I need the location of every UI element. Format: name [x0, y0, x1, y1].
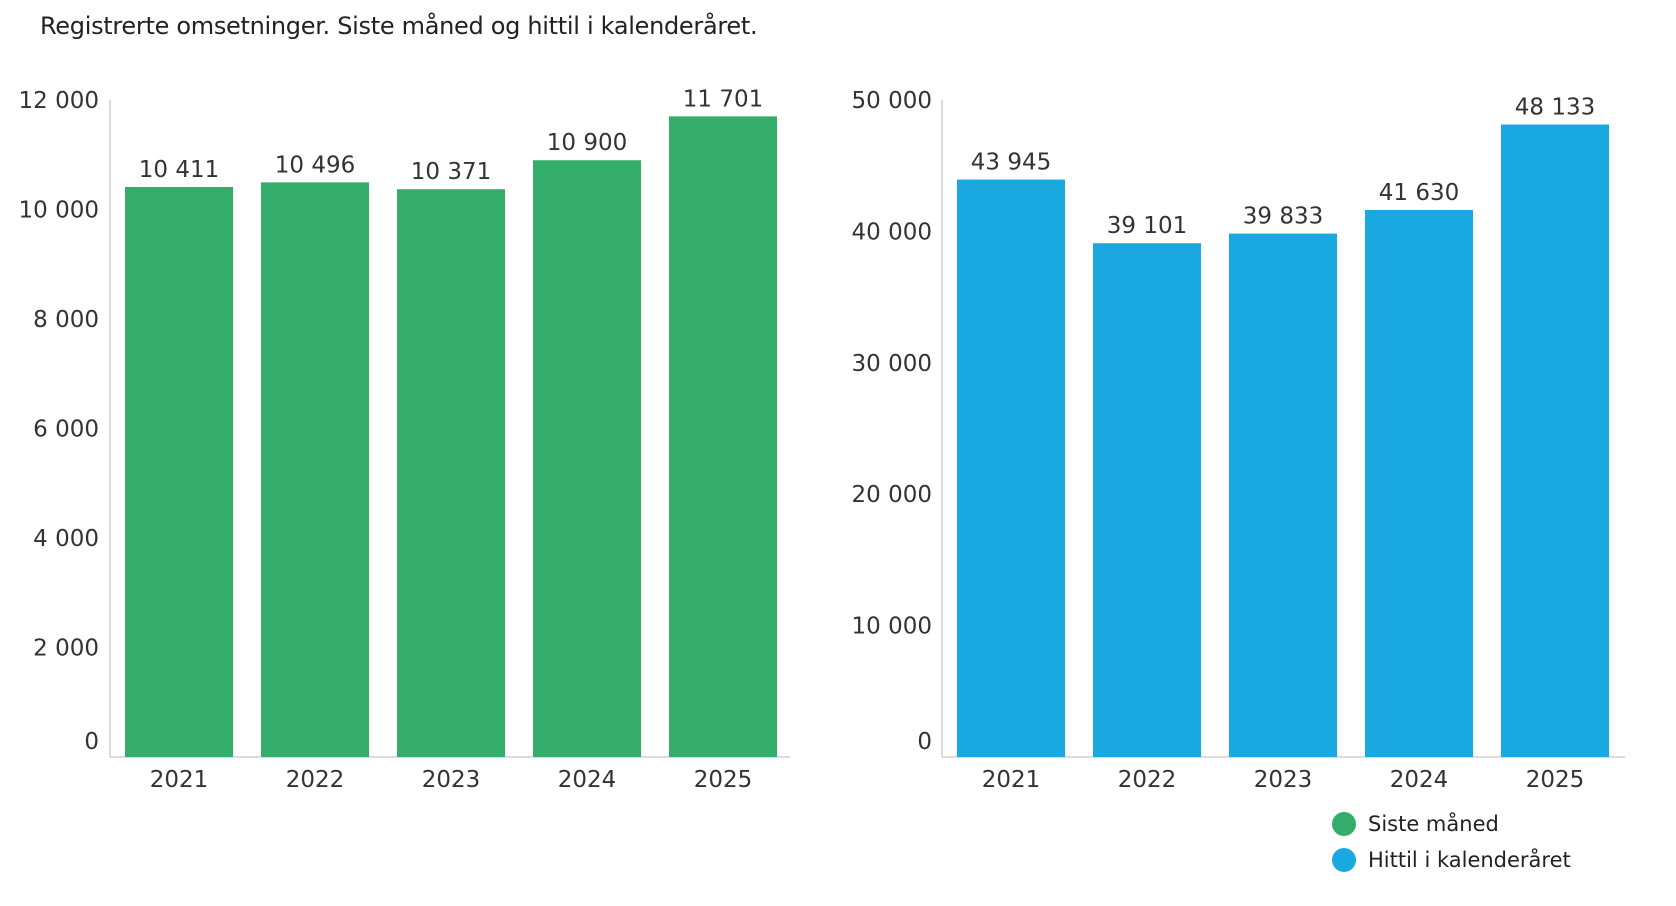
y-tick-label: 30 000 — [852, 351, 932, 377]
y-tick-label: 8 000 — [33, 307, 99, 333]
bar-2024 — [533, 160, 641, 758]
y-tick-label: 12 000 — [19, 88, 99, 114]
data-label: 41 630 — [1379, 180, 1459, 206]
y-tick-label: 2 000 — [33, 636, 99, 662]
y-tick-label: 6 000 — [33, 417, 99, 443]
x-tick-label: 2021 — [982, 767, 1041, 793]
data-label: 11 701 — [683, 86, 763, 112]
x-tick-label: 2024 — [1390, 767, 1449, 793]
legend-label: Hittil i kalenderåret — [1368, 848, 1571, 872]
bar-2024 — [1365, 209, 1473, 757]
y-tick-label: 10 000 — [852, 614, 932, 640]
legend-swatch-green — [1332, 812, 1356, 836]
y-tick-label: 0 — [917, 729, 932, 755]
bar-2025 — [1501, 124, 1609, 758]
data-label: 39 833 — [1243, 204, 1323, 230]
data-label: 48 133 — [1515, 95, 1595, 121]
data-label: 43 945 — [971, 150, 1051, 176]
data-label: 10 411 — [139, 157, 219, 183]
y-tick-label: 0 — [84, 729, 99, 755]
y-tick-label: 10 000 — [19, 198, 99, 224]
y-tick-label: 4 000 — [33, 526, 99, 552]
x-tick-label: 2022 — [1118, 767, 1177, 793]
data-label: 10 496 — [275, 152, 355, 178]
bar-2021 — [125, 186, 233, 758]
legend-label: Siste måned — [1368, 812, 1499, 836]
chart-hittil-i-kalenderaret: 0 10 000 20 000 30 000 40 000 50 000 43 945 202… — [852, 88, 1625, 793]
bar-2025 — [669, 116, 777, 758]
page-title: Registrerte omsetninger. Siste måned og … — [40, 12, 758, 40]
legend-item-siste-maned: Siste måned — [1332, 812, 1499, 836]
y-tick-label: 50 000 — [852, 88, 932, 114]
bar-2023 — [1229, 233, 1337, 758]
bar-2023 — [397, 189, 505, 757]
x-tick-label: 2023 — [1254, 767, 1313, 793]
y-tick-label: 40 000 — [852, 219, 932, 245]
bar-2022 — [1093, 243, 1201, 757]
data-label: 10 900 — [547, 130, 627, 156]
chart-siste-maned: 0 2 000 4 000 6 000 8 000 10 000 12 000 10 411 2… — [19, 86, 790, 793]
x-tick-label: 2022 — [286, 767, 345, 793]
bar-2022 — [261, 182, 369, 757]
x-tick-label: 2025 — [694, 767, 753, 793]
x-tick-label: 2023 — [422, 767, 481, 793]
x-tick-label: 2025 — [1526, 767, 1585, 793]
legend-item-hittil: Hittil i kalenderåret — [1332, 848, 1571, 872]
x-tick-label: 2021 — [150, 767, 209, 793]
x-tick-label: 2024 — [558, 767, 617, 793]
data-label: 39 101 — [1107, 213, 1187, 239]
legend-swatch-blue — [1332, 848, 1356, 872]
y-tick-label: 20 000 — [852, 482, 932, 508]
data-label: 10 371 — [411, 159, 491, 185]
bar-2021 — [957, 179, 1065, 758]
